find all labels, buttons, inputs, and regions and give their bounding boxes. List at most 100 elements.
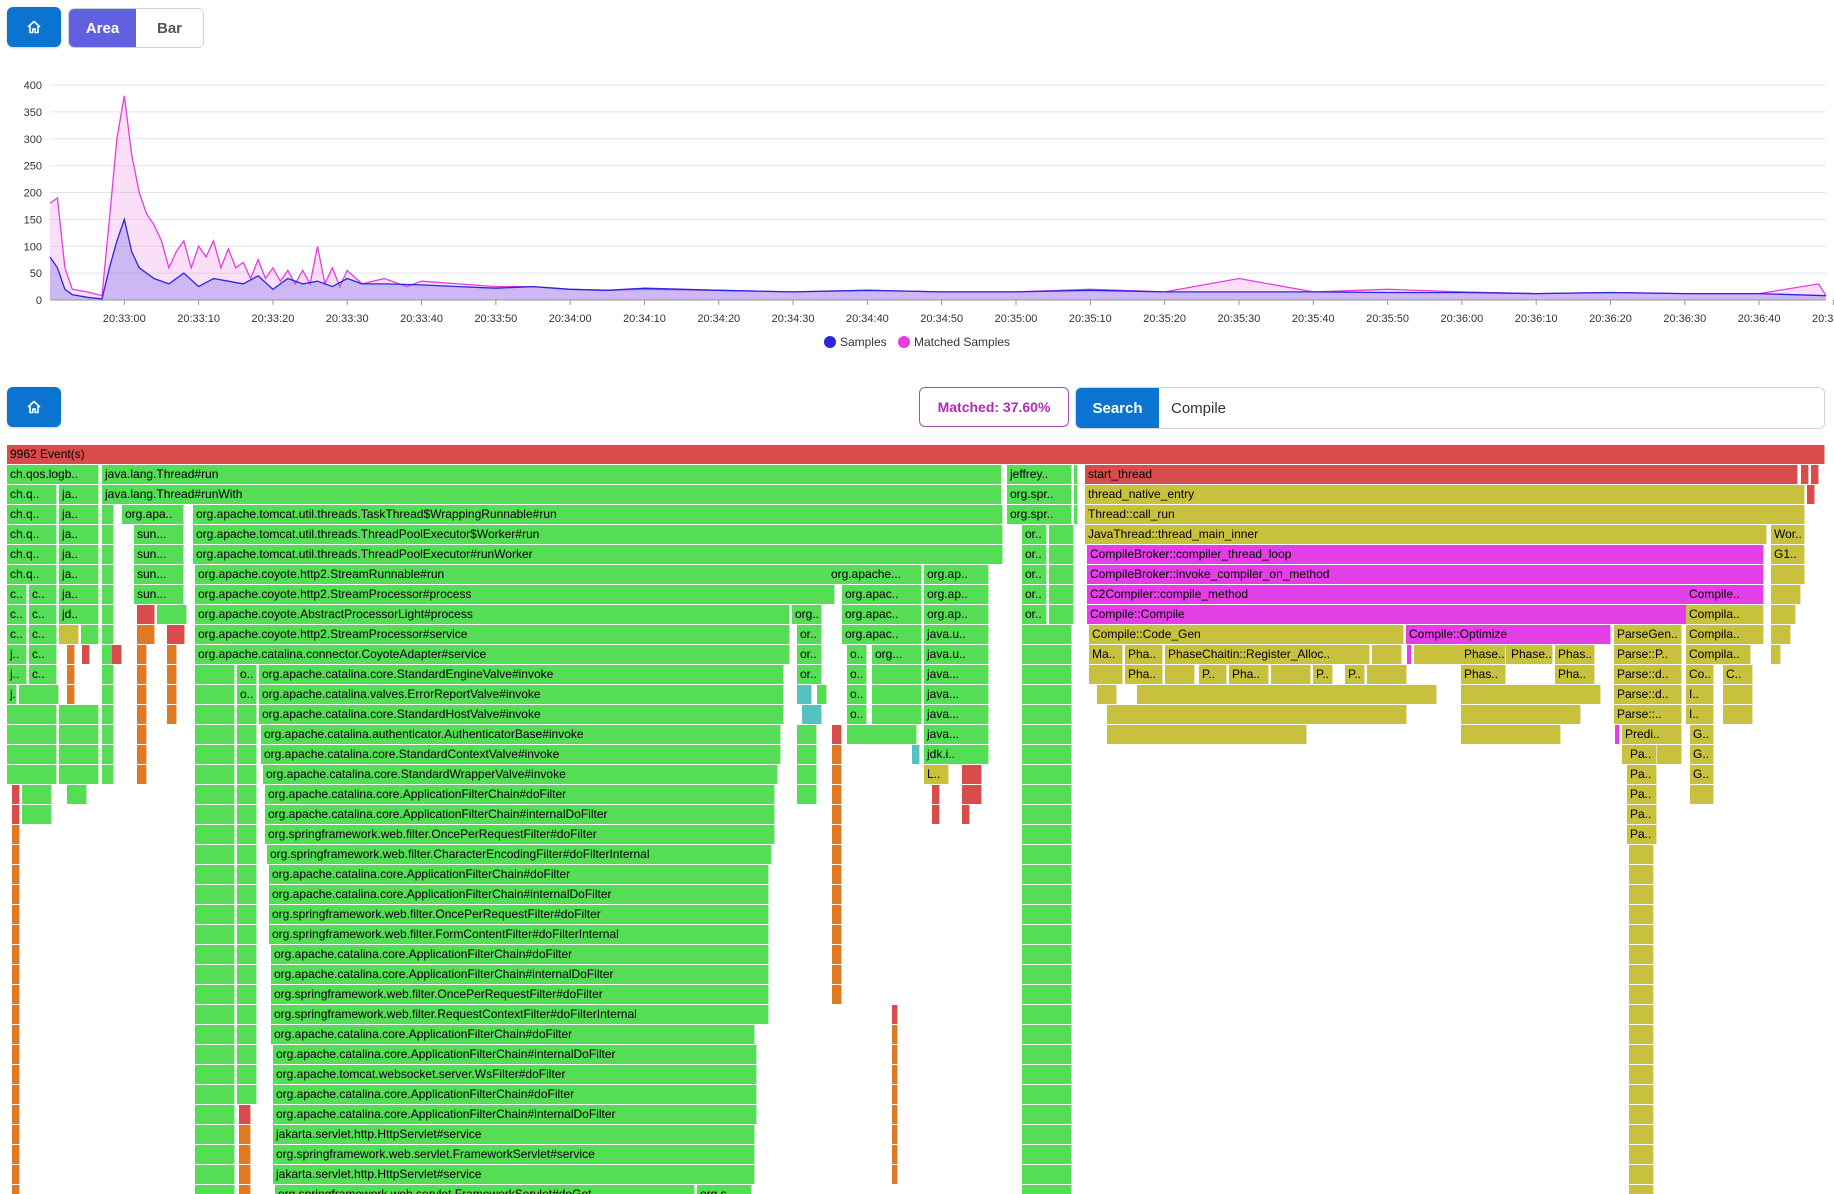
flame-frame[interactable]: org.apache.coyote.http2.StreamRunnable#r…	[195, 565, 835, 584]
flame-frame[interactable]: org.ap..	[924, 585, 989, 604]
flame-frame[interactable]: Pha..	[1125, 665, 1163, 684]
flame-frame[interactable]: org.apache.tomcat.util.threads.TaskThrea…	[193, 505, 1003, 524]
flame-frame[interactable]	[12, 825, 20, 844]
flame-frame[interactable]	[195, 805, 235, 824]
flame-reset-button[interactable]	[7, 387, 61, 427]
flame-frame[interactable]: P..	[1199, 665, 1227, 684]
flame-frame[interactable]: Pha..	[1125, 645, 1163, 664]
flame-frame[interactable]	[195, 1045, 235, 1064]
flame-frame[interactable]	[1022, 1145, 1072, 1164]
flame-frame[interactable]	[872, 705, 922, 724]
flame-frame[interactable]	[1022, 745, 1072, 764]
flame-frame[interactable]: c..	[29, 585, 57, 604]
flame-frame[interactable]	[1807, 485, 1815, 504]
flame-frame[interactable]: ch.q..	[7, 565, 57, 584]
flame-frame[interactable]: ch.q..	[7, 485, 57, 504]
flame-frame[interactable]: G..	[1690, 725, 1714, 744]
flame-frame[interactable]: CompileBroker::compiler_thread_loop	[1087, 545, 1764, 564]
flame-frame[interactable]	[102, 705, 114, 724]
flame-frame[interactable]	[67, 665, 75, 684]
flame-frame[interactable]	[237, 1025, 257, 1044]
flame-frame[interactable]	[102, 685, 114, 704]
flame-frame[interactable]: org.apache.coyote.http2.StreamProcessor#…	[195, 625, 790, 644]
flame-frame[interactable]: P..	[1345, 665, 1365, 684]
flame-frame[interactable]: org.apache.tomcat.util.threads.ThreadPoo…	[193, 525, 1003, 544]
flame-frame[interactable]	[1771, 625, 1791, 644]
flame-frame[interactable]: o..	[847, 645, 867, 664]
flame-frame[interactable]: sun...	[134, 585, 184, 604]
flame-frame[interactable]: org.springframework.web.servlet.Framewor…	[273, 1145, 755, 1164]
flame-frame[interactable]	[1022, 905, 1072, 924]
flame-frame[interactable]	[832, 885, 842, 904]
flame-frame[interactable]	[892, 1005, 898, 1024]
flame-frame[interactable]	[237, 745, 257, 764]
flame-frame[interactable]	[102, 725, 114, 744]
flame-frame[interactable]: Pha..	[1229, 665, 1269, 684]
flame-frame[interactable]	[1022, 845, 1072, 864]
flame-frame[interactable]	[239, 1185, 251, 1194]
flame-frame[interactable]	[1771, 605, 1796, 624]
flame-frame[interactable]: org.apache.coyote.http2.StreamProcessor#…	[195, 585, 835, 604]
flame-frame[interactable]	[832, 985, 842, 1004]
flame-frame[interactable]	[1461, 705, 1581, 724]
flame-frame[interactable]	[12, 1025, 20, 1044]
flame-frame[interactable]: ch.q..	[7, 505, 57, 524]
flame-frame[interactable]	[237, 985, 257, 1004]
flame-frame[interactable]	[962, 805, 970, 824]
flame-frame[interactable]	[237, 1065, 257, 1084]
flame-frame[interactable]	[237, 905, 257, 924]
flame-frame[interactable]	[195, 885, 235, 904]
flame-frame[interactable]: java...	[924, 725, 989, 744]
flame-frame[interactable]: c..	[7, 605, 27, 624]
flame-frame[interactable]	[1022, 705, 1072, 724]
flame-frame[interactable]	[832, 765, 842, 784]
flame-frame[interactable]	[102, 565, 114, 584]
flame-frame[interactable]: or..	[797, 665, 822, 684]
flame-frame[interactable]	[195, 845, 235, 864]
flame-frame[interactable]	[12, 985, 20, 1004]
flame-frame[interactable]	[1022, 825, 1072, 844]
flame-frame[interactable]	[12, 1185, 20, 1194]
flame-frame[interactable]	[1097, 685, 1117, 704]
flame-frame[interactable]	[195, 1165, 235, 1184]
flame-frame[interactable]: Parse::d..	[1614, 665, 1682, 684]
flame-frame[interactable]	[1074, 505, 1078, 524]
flame-frame[interactable]	[1629, 985, 1654, 1004]
flame-frame[interactable]: ja..	[59, 585, 99, 604]
flame-frame[interactable]	[67, 785, 87, 804]
flame-frame[interactable]	[67, 645, 75, 664]
flame-frame[interactable]	[1271, 665, 1311, 684]
flame-frame[interactable]	[195, 1085, 235, 1104]
flame-frame[interactable]	[19, 685, 59, 704]
flame-frame[interactable]	[1022, 1165, 1072, 1184]
flame-frame[interactable]	[1771, 565, 1805, 584]
flame-frame[interactable]: org.springframework.web.filter.FormConte…	[269, 925, 769, 944]
flame-frame[interactable]: Compile..	[1686, 585, 1764, 604]
flame-frame[interactable]: Parse::P..	[1614, 645, 1682, 664]
flame-frame[interactable]	[22, 785, 52, 804]
flame-frame[interactable]: o..	[237, 685, 257, 704]
flame-frame[interactable]: jakarta.servlet.http.HttpServlet#service	[273, 1165, 755, 1184]
flame-frame[interactable]: I..	[1686, 685, 1714, 704]
flame-frame[interactable]: org.apac..	[842, 625, 922, 644]
flame-frame[interactable]: ja..	[59, 485, 99, 504]
flame-frame[interactable]: sun...	[134, 525, 184, 544]
flame-frame[interactable]	[872, 665, 922, 684]
flame-frame[interactable]: org.apac..	[842, 585, 922, 604]
flame-frame[interactable]: org.apache.catalina.core.ApplicationFilt…	[271, 965, 769, 984]
flame-frame[interactable]	[1629, 1085, 1654, 1104]
flame-frame[interactable]: Phas..	[1555, 645, 1595, 664]
flame-frame[interactable]	[1022, 885, 1072, 904]
flame-frame[interactable]: org.apache.catalina.core.StandardWrapper…	[263, 765, 778, 784]
flame-frame[interactable]: Compila..	[1686, 645, 1751, 664]
flame-frame[interactable]	[797, 785, 817, 804]
flame-frame[interactable]	[1022, 965, 1072, 984]
flame-frame[interactable]	[195, 765, 235, 784]
flame-frame[interactable]	[12, 845, 20, 864]
flame-frame[interactable]: o..	[847, 685, 867, 704]
flame-frame[interactable]	[1022, 665, 1072, 684]
flame-frame[interactable]	[1022, 1125, 1072, 1144]
flame-frame[interactable]	[1022, 805, 1072, 824]
flame-frame[interactable]: org.springframework.web.filter.OncePerRe…	[271, 985, 769, 1004]
flame-frame[interactable]	[167, 685, 177, 704]
